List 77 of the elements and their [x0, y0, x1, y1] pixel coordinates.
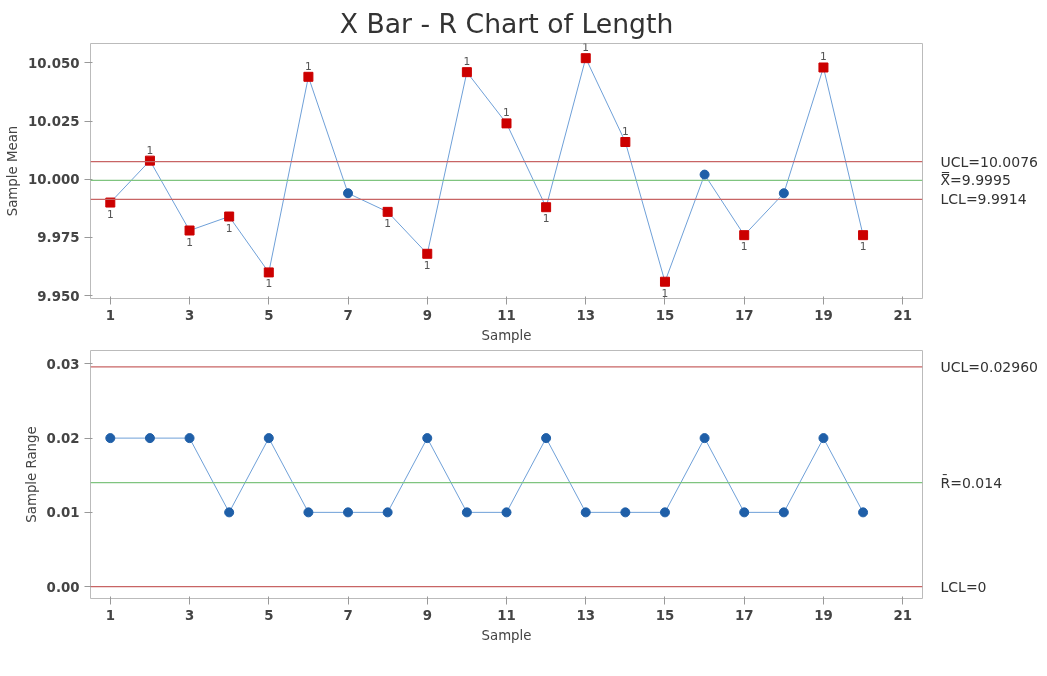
y-tick-label: 9.950	[37, 288, 80, 304]
annotation: 1	[384, 216, 392, 230]
annotation: 1	[503, 106, 510, 120]
annotation: 1	[820, 50, 827, 64]
point	[343, 188, 354, 199]
ref-line-label: R̄=0.014	[940, 474, 1003, 491]
y-tick-label: 0.03	[46, 356, 80, 372]
annotation: 1	[740, 240, 748, 254]
ref-line-label: LCL=9.9914	[940, 191, 1027, 208]
ref-line-label: X̿=9.9995	[940, 171, 1011, 189]
point	[858, 230, 869, 241]
x-tick-label: 7	[343, 607, 353, 623]
x-tick-label: 13	[576, 607, 596, 623]
x-tick-label: 1	[105, 307, 115, 323]
x-tick-label: 7	[343, 307, 353, 323]
annotation: 1	[542, 212, 550, 226]
point	[580, 53, 591, 64]
annotation: 1	[186, 235, 193, 249]
y-tick-label: 0.00	[46, 579, 80, 595]
ref-line-label: UCL=10.0076	[940, 153, 1039, 170]
x-tick-label: 1	[105, 607, 115, 623]
annotation: 1	[661, 286, 669, 300]
y-axis-title: Sample Range	[23, 426, 39, 523]
point	[778, 188, 789, 199]
annotation: 1	[106, 207, 114, 221]
y-tick-label: 10.000	[28, 172, 80, 188]
annotation: 1	[582, 41, 590, 55]
x-tick-label: 9	[422, 307, 432, 323]
ref-line-label: LCL=0	[940, 578, 987, 595]
annotation: 1	[146, 143, 154, 157]
x-tick-label: 9	[422, 607, 432, 623]
y-tick-label: 10.050	[28, 55, 80, 71]
x-axis-title: Sample	[481, 627, 532, 643]
point	[303, 71, 314, 82]
x-tick-label: 17	[734, 607, 754, 623]
y-tick-label: 9.975	[37, 230, 80, 246]
point	[382, 206, 393, 217]
y-tick-label: 0.02	[46, 431, 80, 447]
x-tick-label: 21	[893, 307, 912, 323]
annotation: 1	[265, 277, 273, 291]
annotation: 1	[463, 55, 471, 69]
ref-line-label: UCL=0.02960	[940, 358, 1038, 375]
point	[224, 211, 235, 222]
x-tick-label: 3	[184, 607, 195, 623]
point	[501, 118, 512, 129]
y-tick-label: 0.01	[46, 505, 80, 521]
x-tick-label: 19	[814, 607, 833, 623]
x-tick-label: 5	[264, 607, 274, 623]
x-tick-label: 21	[893, 607, 912, 623]
annotation: 1	[225, 221, 233, 235]
chart-title: X Bar - R Chart of Length	[339, 7, 674, 39]
x-tick-label: 13	[576, 307, 596, 323]
x-tick-label: 17	[734, 307, 754, 323]
point	[184, 225, 195, 236]
y-axis-title: Sample Mean	[5, 125, 21, 217]
annotation: 1	[305, 59, 312, 73]
point	[263, 267, 274, 278]
point	[461, 67, 472, 78]
point	[739, 230, 750, 241]
x-tick-label: 3	[184, 307, 195, 323]
point	[699, 169, 710, 180]
point	[818, 62, 829, 73]
x-tick-label: 19	[814, 307, 833, 323]
annotation: 1	[423, 258, 431, 272]
point	[659, 276, 670, 287]
x-tick-label: 5	[264, 307, 274, 323]
x-axis-title: Sample	[481, 327, 532, 343]
x-tick-label: 15	[655, 607, 675, 623]
x-tick-label: 15	[655, 307, 675, 323]
point	[541, 202, 552, 213]
y-tick-label: 10.025	[28, 114, 80, 130]
x-tick-label: 11	[497, 607, 516, 623]
point	[620, 137, 631, 148]
x-tick-label: 11	[497, 307, 516, 323]
annotation: 1	[621, 125, 629, 139]
point	[422, 248, 433, 259]
annotation: 1	[859, 240, 867, 254]
